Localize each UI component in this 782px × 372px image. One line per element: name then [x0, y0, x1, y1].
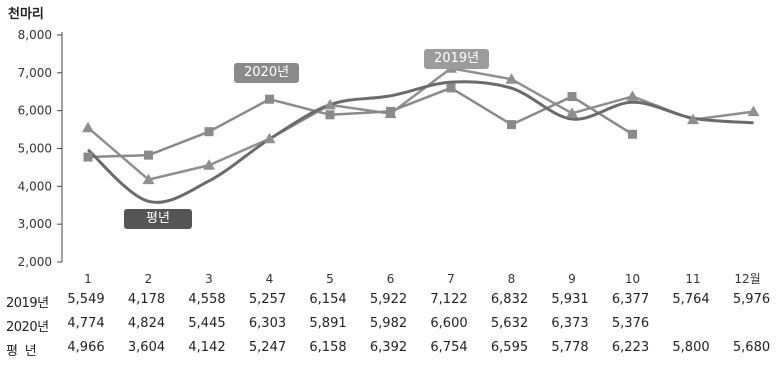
series-tag-2020: 2020년: [234, 63, 300, 83]
table-cell: 3,604: [127, 340, 166, 355]
series-2019-point: [203, 159, 215, 170]
x-tick-label: 5: [326, 272, 334, 286]
y-unit-label: 천마리: [8, 6, 44, 22]
table-cell: 6,600: [430, 316, 468, 331]
table-cell: 6,373: [551, 316, 589, 331]
series-2019-point: [142, 173, 155, 185]
table-cell: 5,778: [551, 340, 589, 355]
table-cell: 6,223: [611, 340, 650, 355]
series-2019-point: [324, 98, 336, 110]
table-row-normal: 평 년 4,966 3,604 4,142 5,247 6,158 6,392 6,754 6,…: [0, 340, 782, 364]
table-cell: 4,966: [67, 340, 105, 355]
series-2020-point: [386, 106, 395, 116]
table-row-label: 2019년: [6, 296, 49, 311]
x-tick-label: 8: [508, 272, 516, 286]
table-cell: 5,931: [551, 292, 589, 307]
x-tick-label: 11: [685, 272, 700, 286]
series-2019-point: [747, 105, 760, 117]
table-row-2019: 2019년 5,549 4,178 4,558 5,257 6,154 5,922 7,122…: [0, 292, 782, 316]
table-cell: 5,376: [611, 316, 650, 331]
series-2020-point: [507, 120, 516, 130]
line-chart: 천마리 2,0003,0004,0005,0006,0007,0008,000 …: [8, 6, 761, 286]
series-2019-point: [687, 113, 699, 125]
series-2020-point: [567, 92, 577, 102]
series-2019-point: [505, 73, 518, 84]
x-tick-label: 3: [205, 272, 213, 286]
series-2020-point: [204, 127, 214, 137]
series-2020-line: [87, 86, 634, 159]
series-2019-point: [566, 107, 578, 118]
table-cell: 5,891: [309, 316, 347, 331]
series-2020-point: [446, 83, 456, 93]
table-cell: 6,754: [430, 340, 468, 355]
table-cell: 7,122: [430, 292, 468, 307]
table-row-label: 2020년: [6, 320, 49, 335]
y-tick-label: 8,000: [18, 28, 52, 42]
table-cell: 5,982: [369, 316, 408, 331]
series-2020-point: [628, 129, 637, 139]
x-tick-label: 6: [387, 272, 395, 286]
series-normal-line: [87, 80, 754, 204]
table-cell: 5,445: [188, 316, 226, 331]
table-cell: 6,832: [490, 292, 529, 307]
y-tick-label: 5,000: [18, 142, 52, 156]
y-tick-label: 3,000: [18, 217, 52, 231]
table-cell: 5,247: [248, 340, 287, 355]
table-cell: 5,922: [369, 292, 408, 307]
table-cell: 6,392: [369, 340, 408, 355]
x-tick-label: 4: [266, 272, 274, 286]
series-2020-point: [265, 94, 274, 104]
table-cell: 5,800: [672, 340, 710, 355]
table-cell: 5,680: [732, 340, 771, 355]
table-cell: 4,142: [188, 340, 226, 355]
table-cell: 4,178: [127, 292, 166, 307]
x-tick-label: 1: [84, 272, 92, 286]
table-cell: 5,632: [490, 316, 529, 331]
table-cell: 6,158: [309, 340, 347, 355]
table-cell: 5,257: [248, 292, 287, 307]
series-2019-point: [626, 90, 639, 101]
y-tick-label: 7,000: [18, 66, 52, 80]
table-row-2020: 2020년 4,774 4,824 5,445 6,303 5,891 5,982 6,600…: [0, 316, 782, 340]
table-cell: 5,976: [732, 292, 771, 307]
series-2020-point: [83, 152, 93, 162]
x-tick-label: 12월: [734, 272, 760, 286]
table-cell: 6,595: [490, 340, 529, 355]
series-2019-point: [82, 121, 94, 133]
x-tick-label: 7: [447, 272, 455, 286]
x-tick-label: 9: [568, 272, 576, 286]
series-2020-point: [325, 110, 335, 120]
x-tick-label: 2: [145, 272, 153, 286]
table-cell: 5,764: [672, 292, 710, 307]
table-cell: 4,774: [67, 316, 105, 331]
table-cell: 6,154: [309, 292, 347, 307]
table-cell: 5,549: [67, 292, 105, 307]
series-tag-normal: 평년: [124, 209, 192, 229]
series-tag-2019: 2019년: [424, 49, 490, 69]
series-2019-point: [263, 132, 276, 144]
y-tick-label: 2,000: [18, 255, 52, 269]
y-tick-label: 6,000: [18, 104, 52, 118]
x-tick-label: 10: [625, 272, 640, 286]
series-2019-line: [87, 66, 754, 181]
table-cell: 6,303: [248, 316, 287, 331]
table-cell: 4,824: [127, 316, 166, 331]
series-2020-point: [144, 150, 153, 160]
table-cell: 4,558: [188, 292, 226, 307]
y-tick-label: 4,000: [18, 179, 52, 193]
table-row-label: 평 년: [6, 344, 37, 359]
table-cell: 6,377: [611, 292, 650, 307]
